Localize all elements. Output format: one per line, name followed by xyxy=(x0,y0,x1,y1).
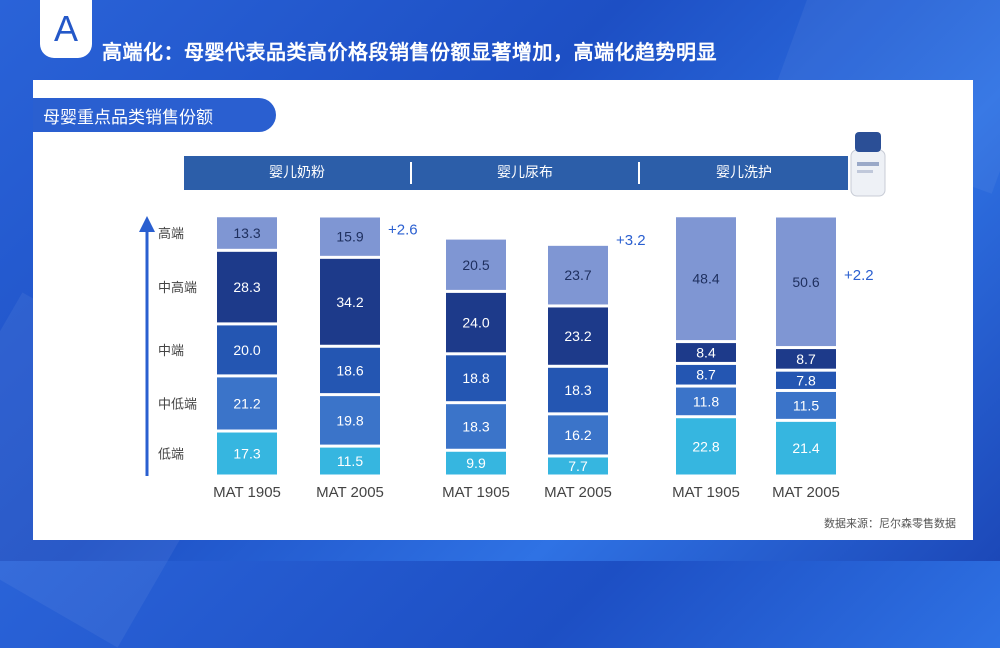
category-divider xyxy=(410,162,412,184)
data-label-1-1: 19.8 xyxy=(336,412,363,428)
bar-segment-5-2 xyxy=(776,371,836,389)
bar-segment-3-2 xyxy=(548,367,608,413)
data-label-0-1: 21.2 xyxy=(233,395,260,411)
data-label-5-4: 50.6 xyxy=(792,274,819,290)
bar-segment-0-2 xyxy=(217,325,277,375)
stacked-bar-chart: 低端 中低端 中端 中高端 高端 17.3 21.2 20.0 28.3 13.3 MAT 1905… xyxy=(139,216,874,501)
data-label-4-3: 8.4 xyxy=(696,345,716,361)
y-axis-arrow-icon xyxy=(139,216,155,232)
data-label-2-2: 18.8 xyxy=(462,370,489,386)
product-bottle-icon xyxy=(850,132,886,197)
data-label-1-0: 11.5 xyxy=(337,453,363,469)
x-tick-label-1: MAT 2005 xyxy=(316,484,384,501)
page-title: 高端化：母婴代表品类高价格段销售份额显著增加，高端化趋势明显 xyxy=(102,40,717,64)
x-tick-label-0: MAT 1905 xyxy=(213,484,281,501)
bar-segment-3-3 xyxy=(548,307,608,365)
bar-segment-3-4 xyxy=(548,245,608,305)
bar-segment-2-4 xyxy=(446,239,506,290)
bar-segment-5-0 xyxy=(776,421,836,475)
bar-segment-5-1 xyxy=(776,391,836,419)
bar-segment-2-0 xyxy=(446,451,506,475)
bar-segment-2-1 xyxy=(446,404,506,449)
chart-subtitle: 母婴重点品类销售份额 xyxy=(33,98,276,132)
bar-segment-1-1 xyxy=(320,396,380,445)
bar-segment-0-4 xyxy=(217,217,277,249)
category-divider xyxy=(638,162,640,184)
bar-segment-0-3 xyxy=(217,251,277,323)
data-label-2-0: 9.9 xyxy=(466,455,486,471)
bar-segment-3-1 xyxy=(548,415,608,455)
category-header-bar: 婴儿奶粉 婴儿尿布 婴儿洗护 xyxy=(184,156,848,190)
y-tier-label-1: 中低端 xyxy=(158,397,197,412)
bar-segment-4-2 xyxy=(676,364,736,385)
data-label-1-2: 18.6 xyxy=(336,362,363,378)
data-label-2-4: 20.5 xyxy=(462,257,489,273)
x-tick-label-3: MAT 2005 xyxy=(544,484,612,501)
data-label-3-1: 16.2 xyxy=(564,427,591,443)
category-label-diaper: 婴儿尿布 xyxy=(497,165,553,181)
delta-annotation-5: +2.2 xyxy=(844,267,874,284)
bar-segment-1-0 xyxy=(320,447,380,475)
data-label-1-4: 15.9 xyxy=(336,229,363,245)
section-badge: A xyxy=(40,0,92,58)
data-label-2-1: 18.3 xyxy=(462,418,489,434)
data-label-2-3: 24.0 xyxy=(462,315,489,331)
data-label-3-4: 23.7 xyxy=(564,267,591,283)
data-label-3-3: 23.2 xyxy=(564,328,591,344)
bar-segment-2-3 xyxy=(446,292,506,353)
bar-segment-1-4 xyxy=(320,217,380,256)
bar-segment-1-2 xyxy=(320,347,380,394)
bar-segment-1-3 xyxy=(320,258,380,345)
data-label-0-4: 13.3 xyxy=(233,225,260,241)
y-tier-label-0: 低端 xyxy=(158,448,184,463)
bar-segment-4-4 xyxy=(676,217,736,341)
x-tick-label-2: MAT 1905 xyxy=(442,484,510,501)
data-label-4-4: 48.4 xyxy=(692,271,719,287)
bar-segment-0-1 xyxy=(217,377,277,430)
category-label-formula: 婴儿奶粉 xyxy=(269,165,325,181)
y-tier-label-2: 中端 xyxy=(158,344,184,359)
bar-segment-4-0 xyxy=(676,418,736,475)
x-tick-label-5: MAT 2005 xyxy=(772,484,840,501)
y-tier-label-4: 高端 xyxy=(158,226,184,242)
bar-segment-2-2 xyxy=(446,355,506,402)
data-label-5-2: 7.8 xyxy=(796,372,816,388)
data-label-5-0: 21.4 xyxy=(792,440,819,456)
data-label-4-0: 22.8 xyxy=(692,438,719,454)
data-label-3-0: 7.7 xyxy=(568,458,588,474)
data-label-5-3: 8.7 xyxy=(796,351,816,367)
bar-segment-0-0 xyxy=(217,432,277,475)
data-label-1-3: 34.2 xyxy=(336,294,363,310)
category-label-care: 婴儿洗护 xyxy=(716,165,772,181)
data-label-4-2: 8.7 xyxy=(696,367,716,383)
bar-segment-4-3 xyxy=(676,343,736,362)
bar-segment-4-1 xyxy=(676,387,736,416)
data-label-0-0: 17.3 xyxy=(233,446,260,462)
bar-segment-5-3 xyxy=(776,349,836,369)
data-label-4-1: 11.8 xyxy=(693,393,719,409)
x-tick-label-4: MAT 1905 xyxy=(672,484,740,501)
bar-segment-3-0 xyxy=(548,457,608,475)
y-tier-label-3: 中高端 xyxy=(158,280,197,296)
delta-annotation-3: +3.2 xyxy=(616,232,646,249)
delta-annotation-1: +2.6 xyxy=(388,222,418,239)
data-label-0-3: 28.3 xyxy=(233,279,260,295)
data-label-3-2: 18.3 xyxy=(564,382,591,398)
data-source-note: 数据来源：尼尔森零售数据 xyxy=(824,517,956,530)
bar-segment-5-4 xyxy=(776,217,836,347)
data-label-5-1: 11.5 xyxy=(793,397,819,413)
data-label-0-2: 20.0 xyxy=(233,342,260,358)
